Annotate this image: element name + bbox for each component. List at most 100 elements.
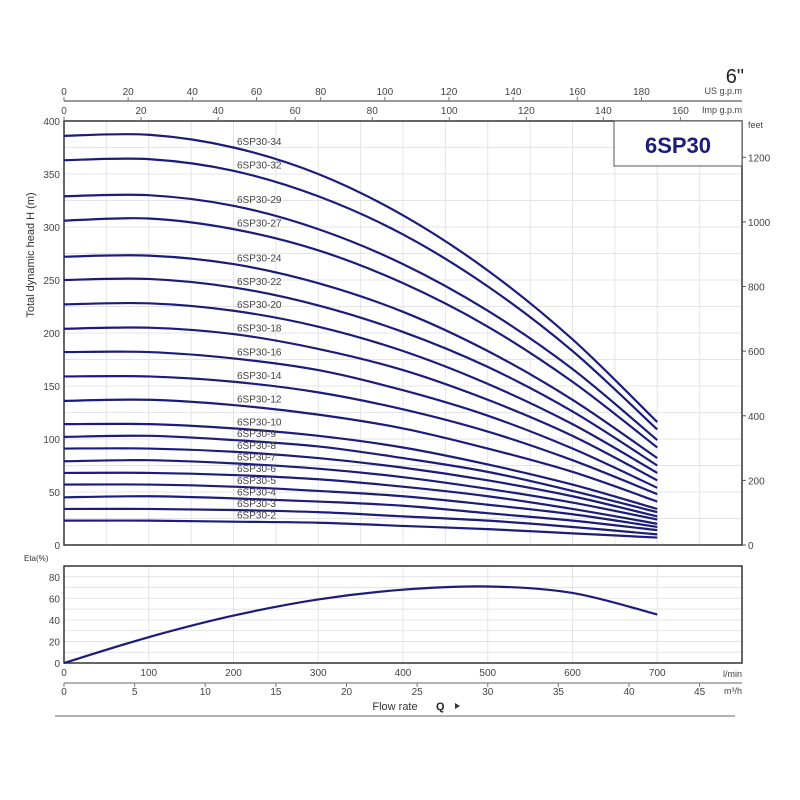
x-tick-label: 400: [395, 668, 412, 679]
imp-gpm-tick-label: 120: [518, 106, 535, 117]
curve-label: 6SP30-2: [237, 511, 276, 522]
x-tick-label: 500: [479, 668, 496, 679]
x-tick-label: 200: [225, 668, 242, 679]
curve-label: 6SP30-16: [237, 348, 282, 359]
head-curve-6SP30-8: [63, 447, 658, 518]
us-gpm-tick-label: 160: [569, 87, 586, 98]
head-curve-6SP30-16: [63, 350, 658, 489]
m3h-tick-label: 35: [553, 687, 565, 698]
eta-y-tick-label: 60: [49, 594, 61, 605]
y-tick-label: 300: [43, 223, 60, 234]
x-axis-label: Flow rate: [372, 701, 417, 713]
head-curve-6SP30-12: [63, 398, 658, 503]
m3h-tick-label: 25: [412, 687, 424, 698]
head-curve-6SP30-3: [63, 507, 658, 536]
head-curve-6SP30-32: [63, 157, 658, 431]
m3h-tick-label: 0: [61, 687, 67, 698]
arrow-icon: [455, 703, 460, 709]
eta-y-tick-label: 80: [49, 573, 61, 584]
axes: 0501001502002503003504000200400600800100…: [43, 87, 770, 552]
efficiency-curve: [63, 585, 658, 665]
eta-frame: [63, 565, 743, 664]
head-curve-6SP30-27: [63, 217, 658, 449]
y-tick-label: 200: [43, 329, 60, 340]
imp-gpm-tick-label: 40: [213, 106, 225, 117]
head-curve-6SP30-14: [63, 374, 658, 496]
imp-gpm-tick-label: 160: [672, 106, 689, 117]
x-tick-label: 300: [310, 668, 327, 679]
y-tick-label: 250: [43, 276, 60, 287]
head-curve-6SP30-7: [63, 459, 658, 521]
y2-tick-label: 200: [748, 476, 765, 487]
curve-label: 6SP30-14: [237, 371, 282, 382]
x-axis-symbol: Q: [436, 701, 445, 713]
us-gpm-tick-label: 40: [187, 87, 199, 98]
m3h-tick-label: 40: [623, 687, 635, 698]
head-curves: [63, 133, 659, 539]
curve-label: 6SP30-3: [237, 499, 276, 510]
curve-label: 6SP30-4: [237, 487, 276, 498]
curve-label: 6SP30-22: [237, 277, 282, 288]
plot-frame: [63, 120, 743, 546]
us-gpm-tick-label: 20: [123, 87, 135, 98]
curve-label: 6SP30-6: [237, 464, 276, 475]
head-curve-6SP30-34: [63, 133, 659, 423]
eta-y-tick-label: 40: [49, 616, 61, 627]
curve-label: 6SP30-7: [237, 453, 276, 464]
y2-tick-label: 1200: [748, 153, 771, 164]
y-tick-label: 0: [54, 541, 60, 552]
curve-label: 6SP30-9: [237, 429, 276, 440]
curve-label: 6SP30-8: [237, 441, 276, 452]
head-curve-6SP30-22: [63, 277, 658, 467]
m3h-tick-label: 5: [132, 687, 138, 698]
imp-gpm-tick-label: 80: [367, 106, 379, 117]
y-tick-label: 150: [43, 382, 60, 393]
y2-tick-label: 400: [748, 412, 765, 423]
us-gpm-tick-label: 120: [441, 87, 458, 98]
m3h-tick-label: 10: [200, 687, 212, 698]
curve-label: 6SP30-27: [237, 219, 282, 230]
us-gpm-tick-label: 100: [376, 87, 393, 98]
us-gpm-tick-label: 60: [251, 87, 263, 98]
x-axis-unit: l/min: [723, 669, 742, 679]
curve-label: 6SP30-18: [237, 323, 282, 334]
y2-unit: feet: [748, 120, 764, 130]
chart-title: 6SP30: [645, 133, 711, 158]
y2-tick-label: 1000: [748, 218, 771, 229]
y-tick-label: 350: [43, 170, 60, 181]
x-tick-label: 700: [649, 668, 666, 679]
corner-label: 6": [726, 66, 744, 88]
y2-tick-label: 0: [748, 541, 754, 552]
head-curve-6SP30-4: [63, 495, 658, 532]
head-curve-6SP30-10: [63, 422, 658, 511]
y-tick-label: 400: [43, 117, 60, 128]
head-curve-6SP30-2: [63, 519, 658, 539]
imp-gpm-tick-label: 100: [441, 106, 458, 117]
head-curve-6SP30-9: [63, 434, 658, 514]
head-curve-6SP30-18: [63, 326, 658, 482]
us-gpm-tick-label: 80: [315, 87, 327, 98]
eta-label: Eta(%): [24, 554, 49, 563]
curve-label: 6SP30-12: [237, 394, 282, 405]
curve-label: 6SP30-24: [237, 253, 282, 264]
head-curve-6SP30-20: [63, 301, 658, 474]
top-axis-1-unit: US g.p.m: [704, 86, 742, 96]
imp-gpm-tick-label: 60: [290, 106, 302, 117]
head-curve-6SP30-6: [63, 471, 658, 525]
head-curve-6SP30-29: [63, 193, 658, 441]
y-tick-label: 100: [43, 435, 60, 446]
eta-y-tick-label: 0: [54, 659, 60, 670]
m3h-tick-label: 15: [270, 687, 282, 698]
imp-gpm-tick-label: 0: [61, 106, 67, 117]
y-axis-label: Total dynamic head H (m): [25, 192, 37, 317]
curve-labels: 6SP30-34 6SP30-32 6SP30-29 6SP30-27 6SP30-24…: [237, 137, 282, 522]
m3h-tick-label: 45: [694, 687, 706, 698]
eta-y-tick-label: 20: [49, 637, 61, 648]
us-gpm-tick-label: 0: [61, 87, 67, 98]
top-axis-2-unit: Imp g.p.m: [702, 105, 742, 115]
curve-label: 6SP30-20: [237, 300, 282, 311]
curve-label: 6SP30-10: [237, 418, 282, 429]
curve-label: 6SP30-34: [237, 137, 282, 148]
efficiency-chart: 0 20 40 60 80 0 100 200 300 400 500 600 700 0 5 10 15 20 2…: [49, 565, 743, 717]
